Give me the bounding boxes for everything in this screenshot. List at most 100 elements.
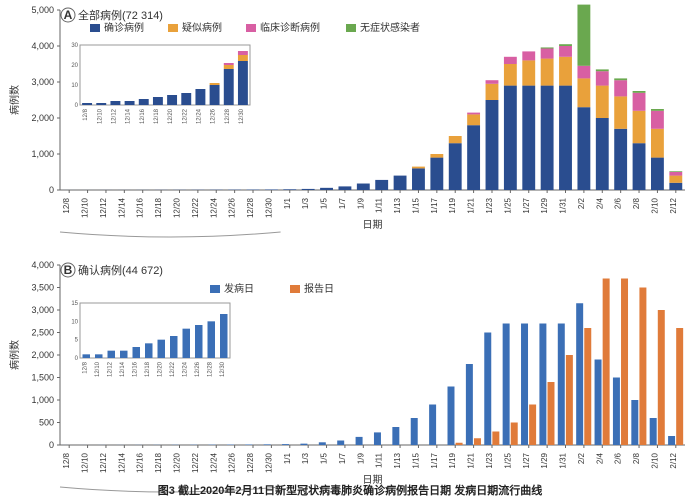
svg-text:4,000: 4,000 — [31, 260, 54, 270]
svg-text:12/30: 12/30 — [220, 361, 226, 377]
bar-confirmed — [541, 86, 554, 190]
svg-text:1/17: 1/17 — [430, 197, 439, 213]
svg-text:临床诊断病例: 临床诊断病例 — [260, 21, 320, 34]
svg-text:15: 15 — [71, 301, 78, 307]
svg-text:12/10: 12/10 — [97, 108, 103, 124]
svg-text:12/24: 12/24 — [196, 108, 202, 124]
bar-onset — [503, 324, 510, 446]
legend-swatch — [90, 24, 100, 32]
bar-clinical — [522, 51, 535, 60]
panel-b: 05001,0001,5002,0002,5003,0003,5004,0001… — [8, 260, 685, 492]
bar-report — [474, 438, 481, 445]
bar-asymptomatic — [614, 78, 627, 80]
svg-text:12/10: 12/10 — [95, 361, 101, 377]
svg-text:疑似病例: 疑似病例 — [182, 21, 222, 34]
svg-text:2/12: 2/12 — [669, 197, 678, 213]
bar-suspected — [559, 57, 572, 86]
bar-confirmed — [614, 129, 627, 190]
bar-report — [676, 328, 683, 445]
bar-onset — [650, 418, 657, 445]
svg-text:1/25: 1/25 — [503, 452, 512, 468]
svg-text:1/1: 1/1 — [283, 452, 292, 464]
bar-confirmed — [633, 143, 646, 190]
svg-text:12/20: 12/20 — [168, 108, 174, 124]
svg-text:1/15: 1/15 — [411, 197, 420, 213]
svg-text:1/11: 1/11 — [375, 452, 384, 468]
svg-text:2/10: 2/10 — [650, 452, 659, 468]
svg-text:0: 0 — [75, 103, 79, 109]
svg-text:2,000: 2,000 — [31, 113, 54, 123]
svg-text:12/18: 12/18 — [154, 452, 163, 473]
bar-asymptomatic — [559, 44, 572, 46]
svg-text:2/6: 2/6 — [614, 452, 623, 464]
svg-text:12/14: 12/14 — [117, 197, 126, 218]
svg-text:1,000: 1,000 — [31, 149, 54, 159]
bar-onset — [558, 324, 565, 446]
svg-text:2/10: 2/10 — [650, 197, 659, 213]
bar-clinical — [577, 66, 590, 79]
svg-text:12/16: 12/16 — [136, 452, 145, 473]
bar-onset — [484, 333, 491, 446]
svg-text:1/1: 1/1 — [283, 197, 292, 209]
bar-confirmed — [449, 143, 462, 190]
svg-text:1/13: 1/13 — [393, 197, 402, 213]
svg-text:12/22: 12/22 — [170, 361, 176, 377]
svg-text:12/28: 12/28 — [207, 361, 213, 377]
bar-onset — [374, 432, 381, 445]
bar-confirmed — [320, 188, 333, 190]
svg-text:全部病例(72 314): 全部病例(72 314) — [78, 8, 163, 22]
bar-confirmed — [265, 189, 278, 190]
bar-onset — [319, 442, 326, 445]
svg-text:12/24: 12/24 — [209, 452, 218, 473]
svg-text:12/28: 12/28 — [246, 197, 255, 218]
bar-report — [548, 382, 555, 445]
bar-confirmed — [338, 186, 351, 190]
svg-text:报告日: 报告日 — [304, 282, 334, 295]
bar-clinical — [596, 71, 609, 85]
bar-onset — [631, 400, 638, 445]
bar-suspected — [669, 176, 682, 183]
svg-text:12/26: 12/26 — [211, 108, 217, 124]
svg-text:12/12: 12/12 — [107, 361, 113, 377]
svg-text:1/25: 1/25 — [503, 197, 512, 213]
svg-text:1,500: 1,500 — [31, 373, 54, 383]
svg-text:3,000: 3,000 — [31, 77, 54, 87]
bar-clinical — [633, 93, 646, 111]
bar-suspected — [467, 114, 480, 125]
figure-caption: 图3 截止2020年2月11日新型冠状病毒肺炎确诊病例报告日期 发病日期流行曲线 — [0, 482, 700, 498]
svg-text:0: 0 — [75, 356, 79, 362]
bar-suspected — [504, 64, 517, 86]
svg-text:500: 500 — [39, 418, 54, 428]
svg-text:1/21: 1/21 — [467, 197, 476, 213]
bar-report — [603, 279, 610, 446]
svg-text:4,000: 4,000 — [31, 41, 54, 51]
svg-text:12/16: 12/16 — [140, 108, 146, 124]
bar-report — [621, 279, 628, 446]
bar-clinical — [486, 80, 499, 84]
bar-onset — [521, 324, 528, 446]
svg-text:无症状感染者: 无症状感染者 — [360, 21, 420, 34]
svg-text:12/14: 12/14 — [120, 361, 126, 377]
bar-confirmed — [522, 86, 535, 190]
svg-text:2/4: 2/4 — [595, 197, 604, 209]
svg-text:5,000: 5,000 — [31, 5, 54, 15]
bar-confirmed — [375, 180, 388, 190]
svg-text:1/3: 1/3 — [301, 197, 310, 209]
svg-text:1/17: 1/17 — [430, 452, 439, 468]
bar-onset — [282, 444, 289, 445]
svg-text:1/19: 1/19 — [448, 197, 457, 213]
legend-swatch — [210, 285, 220, 293]
svg-text:1/9: 1/9 — [356, 452, 365, 464]
bar-onset — [356, 437, 363, 445]
svg-text:2/8: 2/8 — [632, 452, 641, 464]
bar-suspected — [577, 78, 590, 107]
bar-confirmed — [412, 168, 425, 190]
svg-text:0: 0 — [49, 185, 54, 195]
svg-text:12/20: 12/20 — [172, 197, 181, 218]
bar-clinical — [669, 172, 682, 176]
bar-onset — [337, 441, 344, 446]
bar-confirmed — [283, 189, 296, 190]
svg-text:1/27: 1/27 — [522, 197, 531, 213]
panel-a: 01,0002,0003,0004,0005,00012/812/1012/12… — [8, 5, 685, 237]
svg-text:1/11: 1/11 — [375, 197, 384, 213]
